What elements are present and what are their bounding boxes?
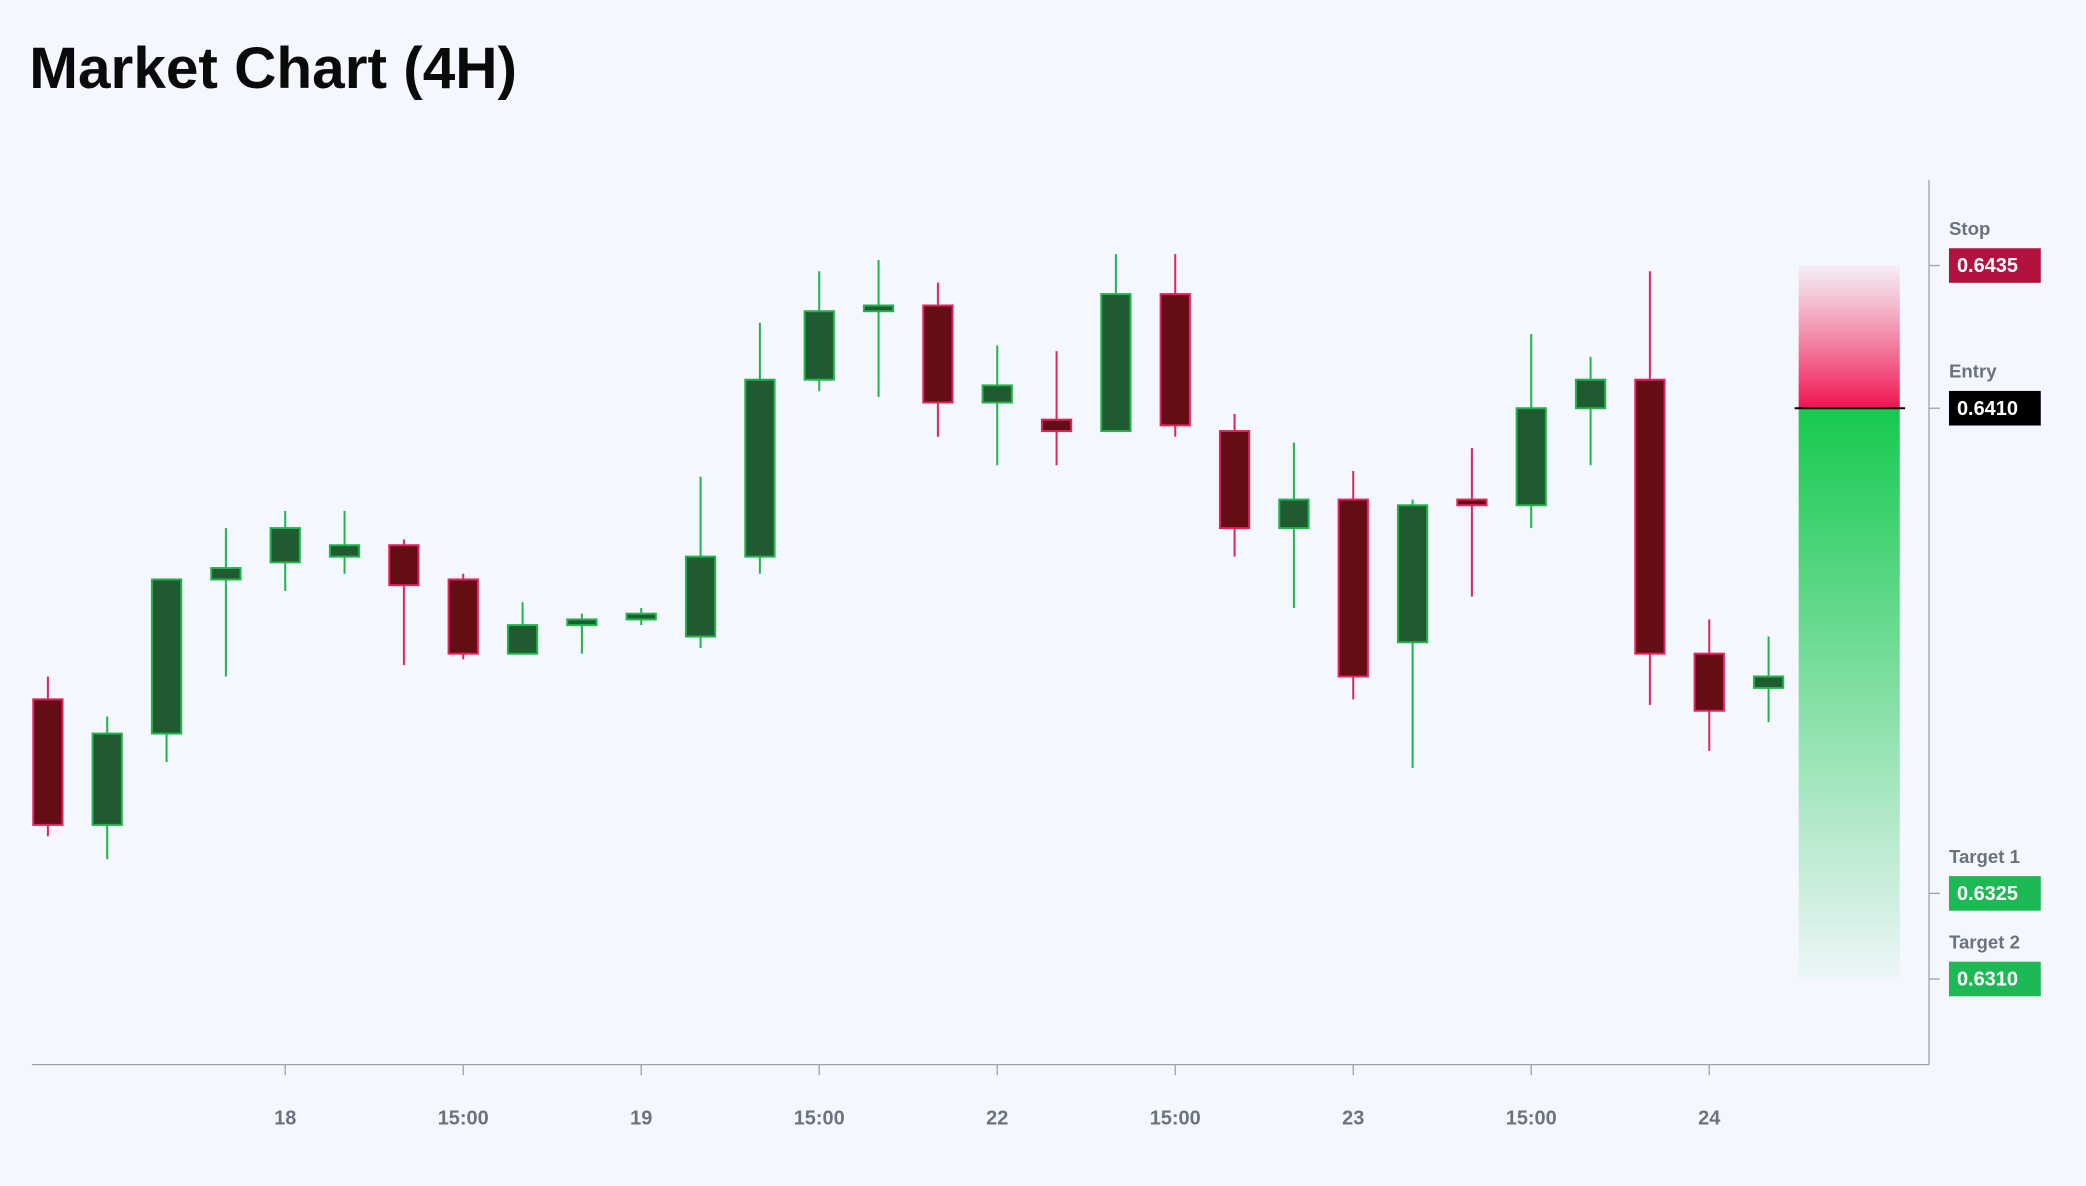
candle-body: [1100, 293, 1132, 433]
x-tick-label: 18: [274, 1107, 296, 1129]
risk-zone: [1798, 265, 1900, 409]
candle-body: [803, 310, 835, 381]
candle-body: [150, 578, 183, 735]
level-label: 0.6325: [1957, 883, 2018, 905]
x-tick-label: 15:00: [794, 1107, 845, 1129]
candle-body: [506, 624, 539, 655]
candle-body: [1693, 652, 1725, 712]
candle-body: [269, 527, 301, 564]
candle-body: [388, 544, 420, 587]
candle-body: [1159, 293, 1191, 427]
candle-body: [922, 304, 954, 404]
level-name: Stop: [1949, 218, 1990, 239]
candle-body: [684, 555, 717, 638]
candle-body: [328, 544, 361, 558]
candle-body: [1396, 504, 1429, 644]
candle-body: [91, 732, 123, 826]
level-badge: [1948, 390, 2041, 426]
x-tick-label: 15:00: [1506, 1107, 1557, 1129]
level-badge: [1948, 248, 2041, 283]
candle-body: [981, 384, 1013, 404]
candle-body: [566, 618, 598, 627]
candle-body: [1634, 378, 1666, 655]
x-tick-label: 15:00: [438, 1107, 489, 1129]
x-tick-label: 19: [630, 1107, 652, 1129]
reward-zone: [1798, 408, 1900, 979]
x-tick-label: 23: [1342, 1107, 1364, 1129]
level-label: 0.6410: [1957, 398, 2018, 420]
candle-body: [32, 698, 64, 826]
candle-body: [1515, 407, 1547, 507]
candle-body: [1752, 675, 1785, 689]
level-label: 0.6435: [1957, 255, 2018, 277]
chart-title: Market Chart (4H): [29, 36, 517, 101]
level-name: Entry: [1949, 361, 1997, 382]
x-tick-label: 24: [1698, 1107, 1720, 1129]
candle-body: [1218, 430, 1251, 530]
candle-body: [1337, 498, 1369, 678]
candle-body: [1574, 378, 1607, 410]
x-tick-label: 22: [986, 1107, 1008, 1129]
candle-body: [862, 304, 895, 313]
candle-body: [625, 612, 657, 621]
level-name: Target 1: [1949, 846, 2020, 867]
candle-body: [1040, 418, 1073, 433]
candle-body: [210, 567, 242, 581]
level-badge: [1948, 876, 2041, 911]
candle-body: [744, 378, 776, 558]
candle-body: [1456, 498, 1488, 507]
level-badge: [1948, 961, 2041, 997]
candle-body: [1278, 498, 1310, 530]
level-label: 0.6310: [1957, 969, 2018, 991]
x-tick-label: 15:00: [1150, 1107, 1201, 1129]
level-name: Target 2: [1949, 931, 2020, 952]
candle-body: [447, 578, 479, 655]
